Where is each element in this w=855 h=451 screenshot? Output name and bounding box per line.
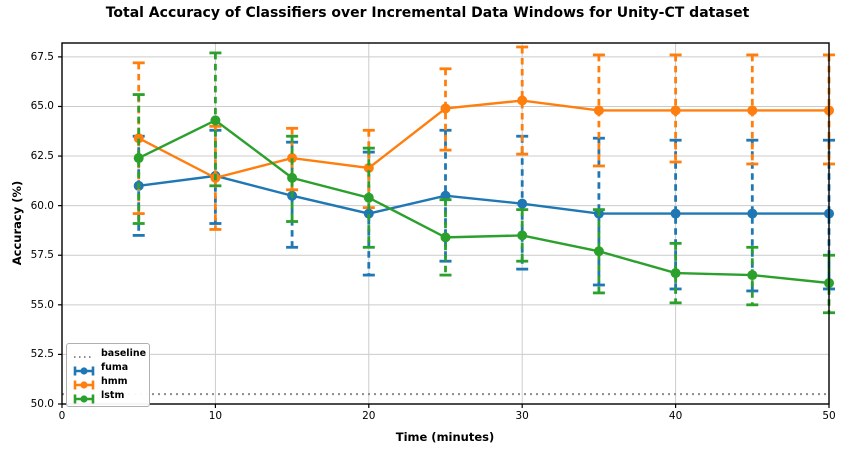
legend-label: baseline xyxy=(101,348,147,360)
y-tick-label: 52.5 xyxy=(30,348,54,361)
y-tick-label: 55.0 xyxy=(30,298,54,311)
y-tick-label: 50.0 xyxy=(30,398,54,410)
legend-label: fuma xyxy=(101,362,129,374)
y-tick-label: 57.5 xyxy=(30,249,54,262)
x-tick-label: 50 xyxy=(822,410,836,422)
y-tick-label: 65.0 xyxy=(30,100,54,113)
x-tick-label: 30 xyxy=(515,410,529,422)
y-tick-label: 62.5 xyxy=(30,150,54,163)
x-tick-label: 10 xyxy=(208,410,223,422)
legend-item-hmm: hmm xyxy=(72,375,145,390)
legend-item-fuma: fuma xyxy=(72,361,145,376)
chart-title: Total Accuracy of Classifiers over Incre… xyxy=(105,5,750,21)
y-tick-label: 60.0 xyxy=(30,199,54,212)
legend-label: lstm xyxy=(101,390,125,402)
legend: baseline fuma hmm lstm xyxy=(66,343,150,407)
dotted-line-icon xyxy=(72,348,96,360)
y-tick-label: 67.5 xyxy=(30,50,54,63)
errorbar-icon xyxy=(72,390,96,404)
legend-label: hmm xyxy=(101,376,128,388)
errorbar-icon xyxy=(72,376,96,390)
x-tick-label: 20 xyxy=(362,410,376,422)
x-axis-label: Time (minutes) xyxy=(395,430,495,444)
x-tick-label: 40 xyxy=(668,410,683,422)
legend-item-baseline: baseline xyxy=(72,347,147,361)
errorbar-icon xyxy=(72,362,96,376)
legend-item-lstm: lstm xyxy=(72,389,145,404)
x-tick-label: 0 xyxy=(58,410,66,422)
